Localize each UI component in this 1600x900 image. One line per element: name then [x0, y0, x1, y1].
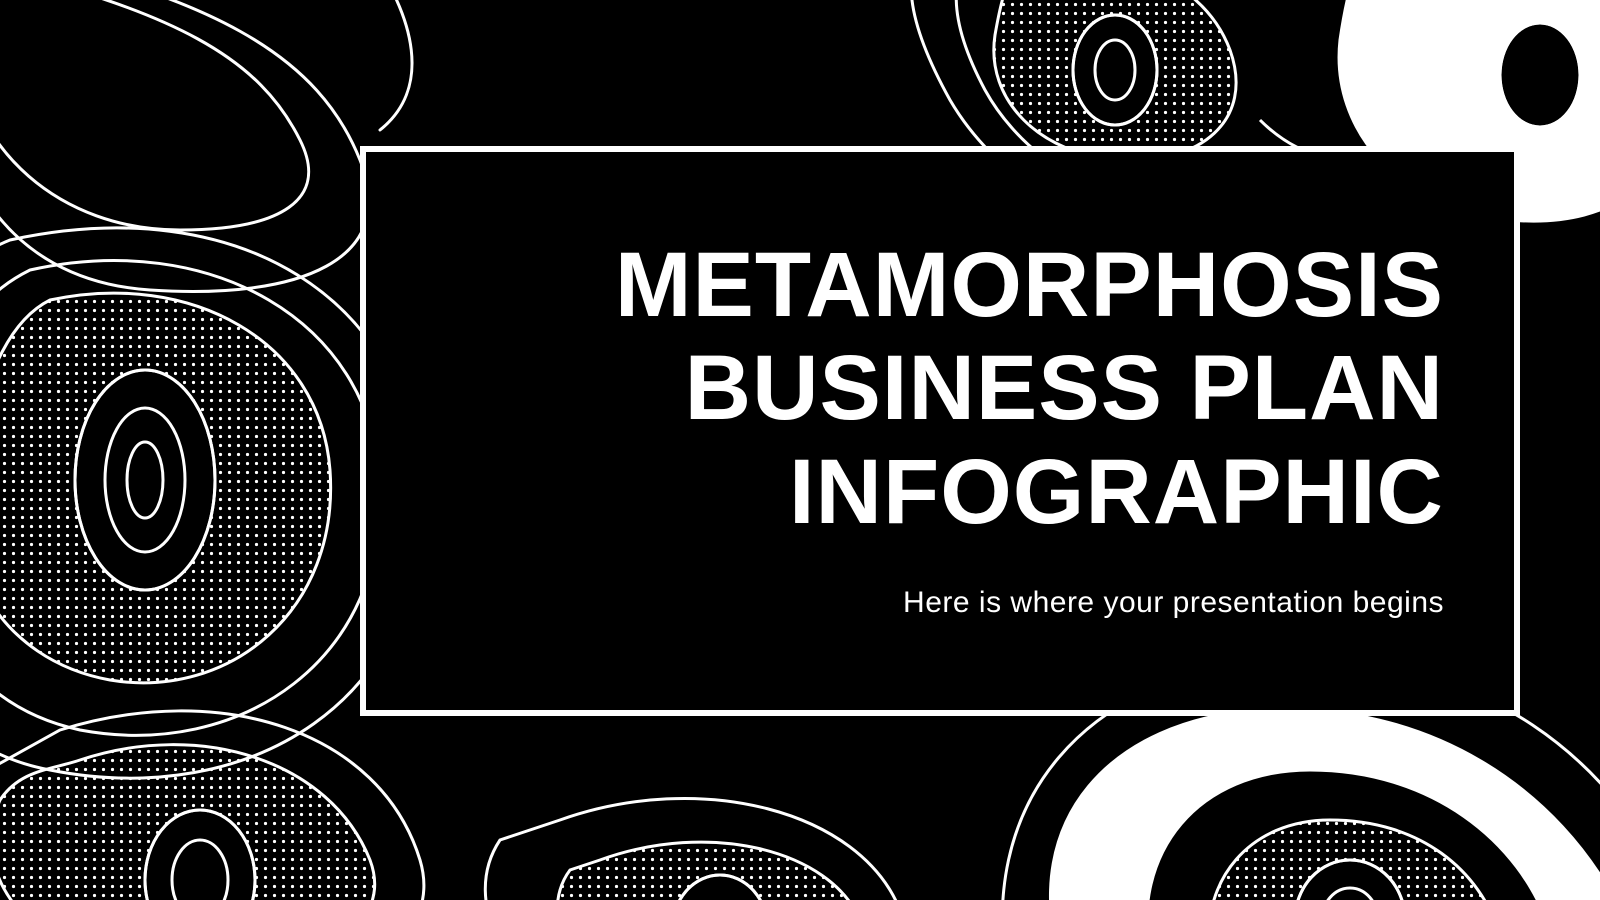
title-line-1: METAMORPHOSIS	[615, 234, 1444, 337]
title-line-2: BUSINESS PLAN	[615, 337, 1444, 440]
slide-title: METAMORPHOSIS BUSINESS PLAN INFOGRAPHIC	[615, 234, 1444, 543]
slide-subtitle: Here is where your presentation begins	[903, 586, 1444, 620]
title-box: METAMORPHOSIS BUSINESS PLAN INFOGRAPHIC …	[360, 146, 1520, 716]
title-line-3: INFOGRAPHIC	[615, 441, 1444, 544]
